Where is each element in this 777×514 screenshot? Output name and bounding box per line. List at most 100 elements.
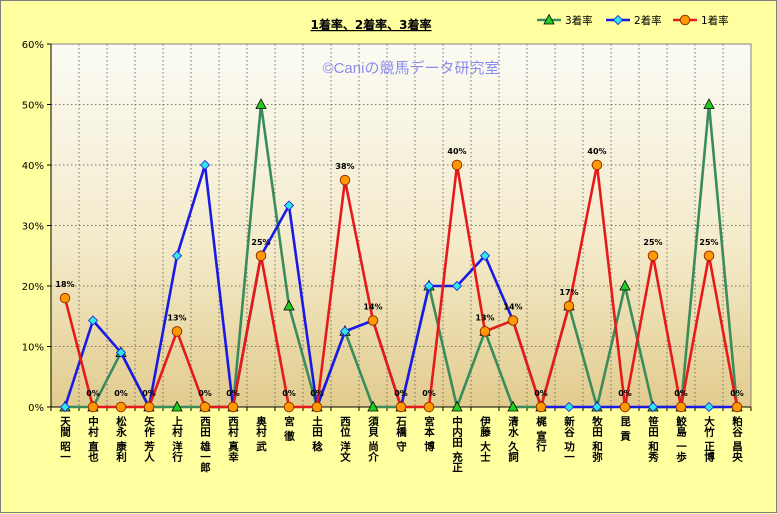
x-tick-label: 清水 久詞 bbox=[507, 415, 519, 462]
x-tick-label: 大竹 正博 bbox=[703, 415, 715, 462]
point-marker-circle bbox=[675, 401, 687, 413]
point-marker-diamond bbox=[87, 315, 99, 326]
y-tick-label: 20% bbox=[22, 282, 44, 293]
point-marker-diamond bbox=[647, 401, 659, 413]
y-tick-label: 40% bbox=[22, 161, 44, 172]
data-label: 40% bbox=[447, 147, 466, 156]
point-marker-triangle bbox=[703, 98, 715, 109]
data-label: 38% bbox=[335, 162, 354, 171]
point-marker-circle bbox=[479, 326, 491, 337]
point-marker-diamond bbox=[423, 280, 435, 292]
chart-title: 1着率、2着率、3着率 bbox=[310, 17, 431, 32]
point-marker-diamond bbox=[171, 250, 183, 261]
point-marker-circle bbox=[423, 401, 435, 413]
point-marker-circle bbox=[591, 159, 603, 171]
point-marker-triangle bbox=[283, 299, 295, 311]
data-label: 0% bbox=[86, 389, 100, 398]
x-tick-label: 中村 直也 bbox=[87, 415, 99, 461]
x-tick-label: 天間 昭一 bbox=[59, 416, 71, 462]
x-tick-label: 宮 徹 bbox=[283, 415, 295, 441]
x-tick-label: 土田 稔 bbox=[311, 415, 323, 452]
x-tick-label: 伊藤 大士 bbox=[479, 415, 491, 461]
point-marker-circle bbox=[395, 401, 407, 413]
point-marker-circle bbox=[283, 401, 295, 413]
x-tick-label: 石橋 守 bbox=[395, 416, 407, 452]
point-marker-triangle bbox=[507, 400, 519, 412]
data-label: 14% bbox=[503, 302, 522, 311]
point-marker-circle bbox=[199, 401, 211, 413]
point-marker-triangle bbox=[619, 279, 631, 291]
point-marker-diamond bbox=[199, 159, 211, 171]
data-label: 0% bbox=[282, 389, 296, 398]
x-tick-label: 上村 洋行 bbox=[171, 415, 183, 462]
point-marker-circle bbox=[731, 401, 743, 413]
y-tick-label: 60% bbox=[22, 40, 44, 51]
x-tick-label: 中内田 充正 bbox=[451, 415, 463, 472]
data-label: 18% bbox=[55, 280, 74, 289]
data-label: 17% bbox=[559, 288, 578, 297]
point-marker-circle bbox=[679, 14, 691, 26]
legend-label: 1着率 bbox=[701, 14, 729, 27]
series-group bbox=[59, 98, 743, 413]
point-marker-diamond bbox=[612, 14, 624, 26]
point-marker-triangle bbox=[367, 400, 379, 412]
legend-label: 2着率 bbox=[634, 14, 662, 27]
point-marker-circle bbox=[311, 401, 323, 413]
point-marker-triangle bbox=[451, 400, 463, 412]
data-label: 0% bbox=[730, 389, 744, 398]
point-marker-triangle bbox=[255, 98, 267, 109]
data-label: 13% bbox=[475, 313, 494, 322]
point-marker-diamond bbox=[283, 200, 295, 211]
point-marker-circle bbox=[227, 401, 239, 413]
data-label: 25% bbox=[251, 238, 270, 247]
data-label: 0% bbox=[674, 389, 688, 398]
point-marker-circle bbox=[507, 315, 519, 326]
data-label: 0% bbox=[198, 389, 212, 398]
x-tick-label: 笹田 和秀 bbox=[647, 415, 659, 462]
y-tick-labels: 0% 10% 20% 30% 40% 50% 60% bbox=[22, 40, 44, 414]
data-label: 14% bbox=[363, 302, 382, 311]
x-tick-label: 宮本 博 bbox=[423, 415, 435, 452]
watermark: ©Caniの競馬データ研究室 bbox=[323, 59, 500, 77]
x-tick-label: 牧田 和弥 bbox=[591, 415, 603, 462]
point-marker-circle bbox=[647, 250, 659, 261]
data-label: 13% bbox=[167, 313, 186, 322]
data-label: 0% bbox=[310, 389, 324, 398]
data-labels: 18% 0% 0% 0% 13% 0% 0% 25% 0% 0% 38% 14% 0% 0% 40% 13% 1… bbox=[55, 147, 743, 398]
data-label: 40% bbox=[587, 147, 606, 156]
x-tick-label: 梶 宣行 bbox=[535, 415, 547, 452]
point-marker-circle bbox=[171, 326, 183, 337]
point-marker-diamond bbox=[563, 401, 575, 413]
point-marker-diamond bbox=[703, 401, 715, 413]
point-marker-circle bbox=[563, 300, 575, 312]
point-marker-circle bbox=[703, 250, 715, 261]
x-tick-label: 西位 洋文 bbox=[339, 416, 351, 462]
point-marker-circle bbox=[535, 401, 547, 413]
point-marker-diamond bbox=[451, 280, 463, 292]
y-tick-label: 0% bbox=[28, 403, 44, 414]
point-marker-diamond bbox=[59, 401, 71, 413]
point-marker-diamond bbox=[115, 347, 127, 358]
data-label: 0% bbox=[142, 389, 156, 398]
data-label: 0% bbox=[422, 389, 436, 398]
x-tick-label: 松永 康利 bbox=[115, 415, 127, 462]
point-marker-circle bbox=[87, 401, 99, 413]
data-label: 0% bbox=[534, 389, 548, 398]
x-tick-label: 矢作 芳人 bbox=[143, 415, 155, 461]
x-tick-label: 西村 真幸 bbox=[227, 416, 239, 462]
data-label: 0% bbox=[114, 389, 128, 398]
legend-item: 1着率 bbox=[673, 14, 729, 27]
series-3 bbox=[59, 159, 743, 413]
data-label: 0% bbox=[618, 389, 632, 398]
grid bbox=[51, 43, 751, 407]
legend-item: 2着率 bbox=[606, 14, 662, 27]
point-marker-circle bbox=[255, 250, 267, 261]
y-tick-label: 30% bbox=[22, 222, 44, 233]
x-tick-label: 昆 貢 bbox=[619, 416, 631, 441]
point-marker-circle bbox=[59, 292, 71, 304]
point-marker-triangle bbox=[543, 13, 555, 25]
point-marker-circle bbox=[115, 401, 127, 413]
x-tick-label: 奥村 武 bbox=[255, 415, 267, 452]
